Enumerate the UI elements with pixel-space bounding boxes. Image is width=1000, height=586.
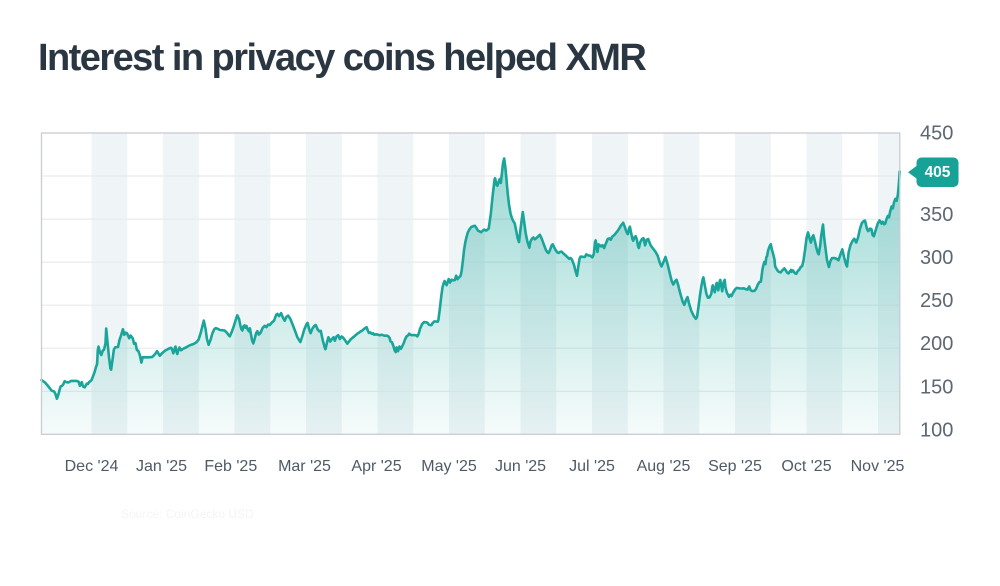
svg-text:100: 100 [920, 419, 953, 441]
svg-text:250: 250 [920, 290, 953, 312]
svg-text:405: 405 [925, 164, 951, 181]
svg-text:May '25: May '25 [421, 458, 477, 475]
svg-text:Feb '25: Feb '25 [204, 458, 257, 475]
svg-text:Oct '25: Oct '25 [781, 458, 831, 475]
svg-text:Jul '25: Jul '25 [569, 458, 615, 475]
svg-text:300: 300 [920, 247, 953, 269]
svg-text:Jan '25: Jan '25 [136, 458, 187, 475]
svg-text:Dec '24: Dec '24 [65, 458, 119, 475]
svg-text:Aug '25: Aug '25 [637, 458, 691, 475]
svg-text:450: 450 [920, 123, 953, 145]
svg-text:Jun '25: Jun '25 [495, 458, 546, 475]
svg-text:150: 150 [920, 376, 953, 398]
svg-text:Mar '25: Mar '25 [278, 458, 331, 475]
svg-text:Sep '25: Sep '25 [708, 458, 762, 475]
svg-text:350: 350 [920, 204, 953, 226]
svg-text:Nov '25: Nov '25 [851, 458, 905, 475]
svg-text:Apr '25: Apr '25 [351, 458, 401, 475]
svg-text:200: 200 [920, 333, 953, 355]
svg-text:Source: CoinGecko USD: Source: CoinGecko USD [121, 507, 254, 521]
